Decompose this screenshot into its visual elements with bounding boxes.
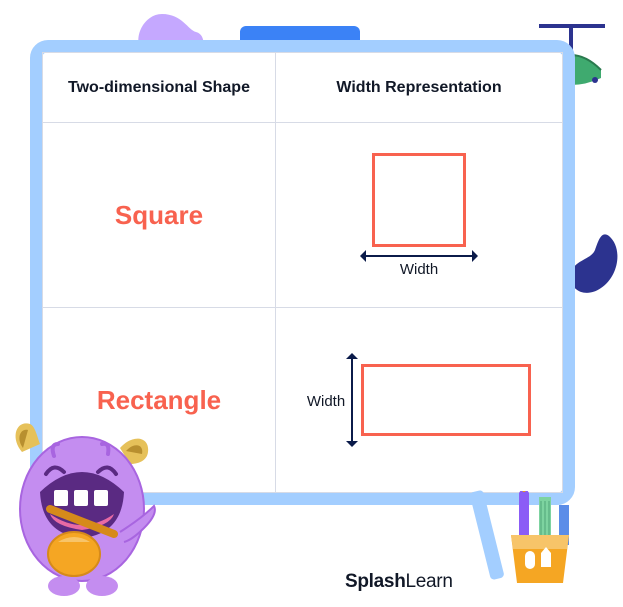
brand-logo: SplashLearn xyxy=(345,571,453,593)
table-row: Square Width xyxy=(43,123,563,308)
square-diagram: Width xyxy=(276,153,562,278)
rectangle-diagram: Width xyxy=(276,357,562,443)
rectangle-shape xyxy=(361,364,531,436)
shape-name-square: Square xyxy=(43,200,275,231)
width-label: Width xyxy=(276,261,562,278)
column-header-shape: Two-dimensional Shape xyxy=(43,53,276,123)
brand-light: Learn xyxy=(406,571,453,592)
width-arrow-vertical xyxy=(351,357,353,443)
column-header-width: Width Representation xyxy=(276,53,563,123)
width-arrow-horizontal xyxy=(364,255,474,257)
pencil-cup-icon xyxy=(497,491,583,587)
brand-bold: Splash xyxy=(345,571,406,592)
width-label: Width xyxy=(307,393,345,410)
monster-mascot-icon xyxy=(2,414,167,599)
square-shape xyxy=(372,153,466,247)
shape-name-rectangle: Rectangle xyxy=(43,385,275,416)
